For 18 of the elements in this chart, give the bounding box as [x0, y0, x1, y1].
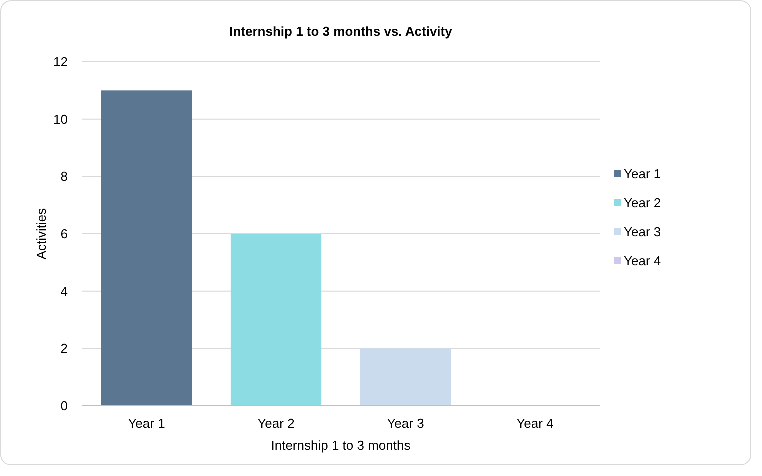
y-tick-label: 4 — [60, 284, 68, 299]
y-tick-label: 2 — [60, 341, 68, 356]
legend-label: Year 3 — [624, 224, 662, 240]
legend-label: Year 2 — [624, 196, 662, 211]
x-tick-label: Year 4 — [516, 416, 554, 431]
y-tick-label: 0 — [60, 398, 68, 414]
chart-title: Internship 1 to 3 months vs. Activity — [230, 24, 454, 39]
y-tick-label: 12 — [54, 54, 68, 70]
y-tick-label: 10 — [54, 112, 68, 127]
x-tick-label: Year 2 — [258, 416, 295, 431]
x-tick-label: Year 1 — [128, 416, 166, 431]
x-tick-label: Year 3 — [387, 416, 424, 431]
x-axis-title: Internship 1 to 3 months — [271, 438, 412, 453]
legend-label: Year 1 — [624, 166, 662, 182]
legend-label: Year 4 — [624, 254, 662, 269]
y-axis-title: Activities — [34, 208, 49, 260]
y-tick-label: 8 — [60, 169, 68, 184]
y-tick-label: 6 — [60, 226, 68, 242]
